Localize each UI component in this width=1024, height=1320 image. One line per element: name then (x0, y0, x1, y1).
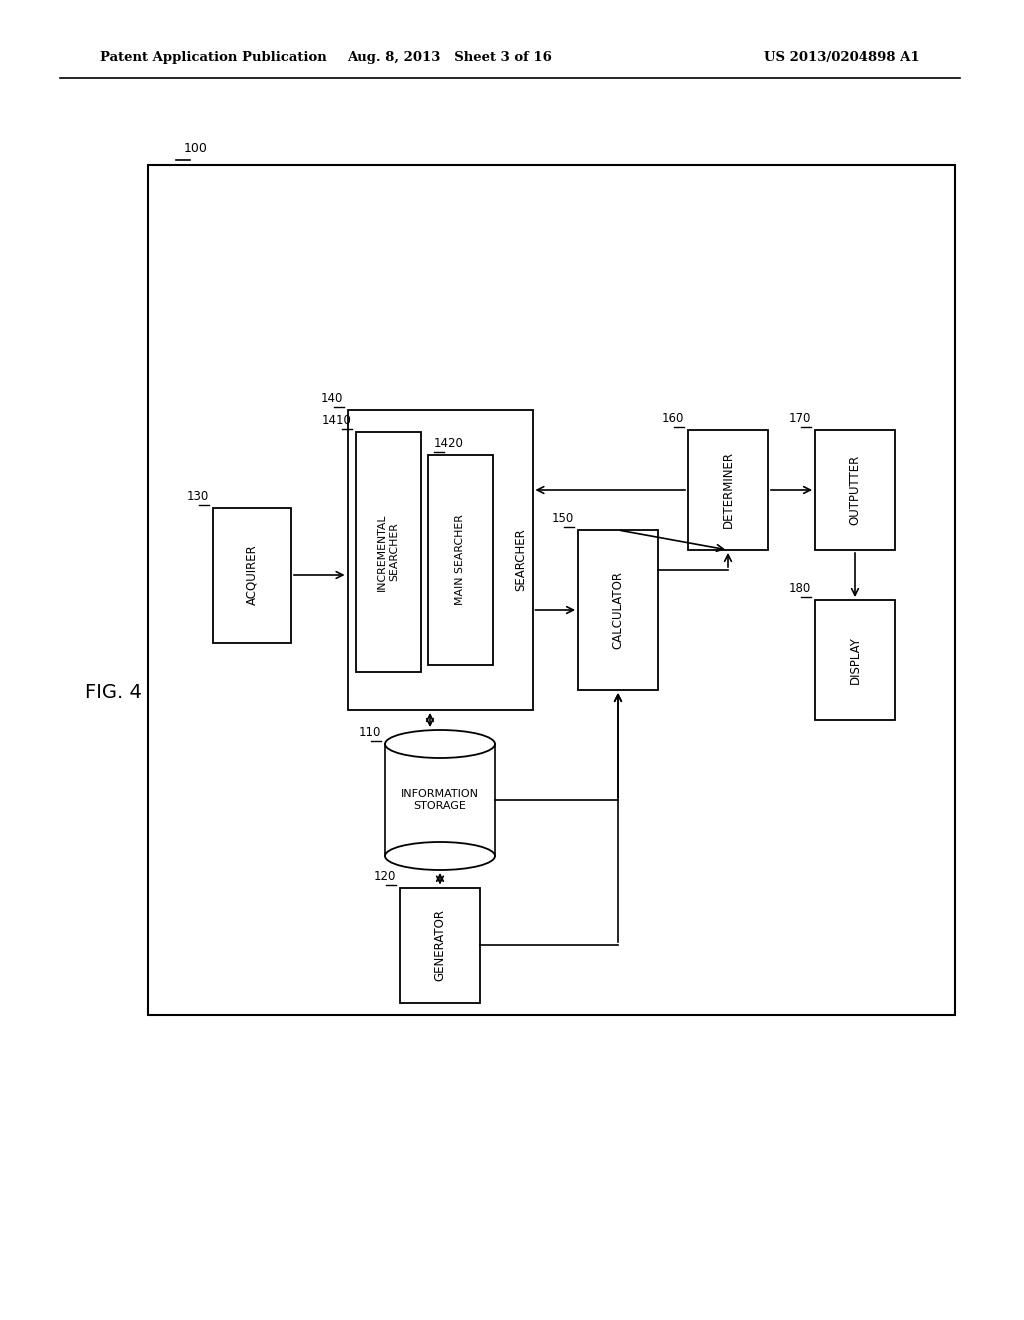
Text: 1420: 1420 (433, 437, 464, 450)
Ellipse shape (385, 842, 495, 870)
Text: DISPLAY: DISPLAY (849, 636, 861, 684)
Text: 100: 100 (184, 143, 208, 154)
Text: 160: 160 (662, 412, 684, 425)
Bar (213, 507, 291, 643)
Text: SEARCHER: SEARCHER (514, 528, 527, 591)
Bar (427, 455, 493, 665)
Bar (385, 744, 495, 855)
Text: OUTPUTTER: OUTPUTTER (849, 455, 861, 525)
Text: 150: 150 (552, 512, 574, 525)
Bar (355, 432, 421, 672)
Bar (148, 165, 955, 1015)
Bar (383, 841, 497, 855)
Bar (815, 430, 895, 550)
Text: US 2013/0204898 A1: US 2013/0204898 A1 (764, 51, 920, 65)
Text: 130: 130 (186, 490, 209, 503)
Text: FIG. 4: FIG. 4 (85, 682, 141, 701)
Text: 120: 120 (374, 870, 396, 883)
Ellipse shape (385, 730, 495, 758)
Text: CALCULATOR: CALCULATOR (611, 572, 625, 649)
Text: INFORMATION
STORAGE: INFORMATION STORAGE (401, 789, 479, 810)
Text: Aug. 8, 2013   Sheet 3 of 16: Aug. 8, 2013 Sheet 3 of 16 (347, 51, 552, 65)
Bar (688, 430, 768, 550)
Text: 170: 170 (788, 412, 811, 425)
Text: 110: 110 (358, 726, 381, 739)
Text: Patent Application Publication: Patent Application Publication (100, 51, 327, 65)
Bar (347, 411, 532, 710)
Text: INCREMENTAL
SEARCHER: INCREMENTAL SEARCHER (377, 513, 398, 591)
Bar (578, 531, 658, 690)
Text: DETERMINER: DETERMINER (722, 451, 734, 528)
Text: 140: 140 (322, 392, 343, 405)
Bar (400, 887, 480, 1002)
Text: 180: 180 (788, 582, 811, 595)
Text: GENERATOR: GENERATOR (433, 909, 446, 981)
Text: 1410: 1410 (322, 414, 351, 426)
Text: ACQUIRER: ACQUIRER (246, 545, 258, 606)
Text: MAIN SEARCHER: MAIN SEARCHER (455, 515, 465, 606)
Bar (815, 601, 895, 719)
